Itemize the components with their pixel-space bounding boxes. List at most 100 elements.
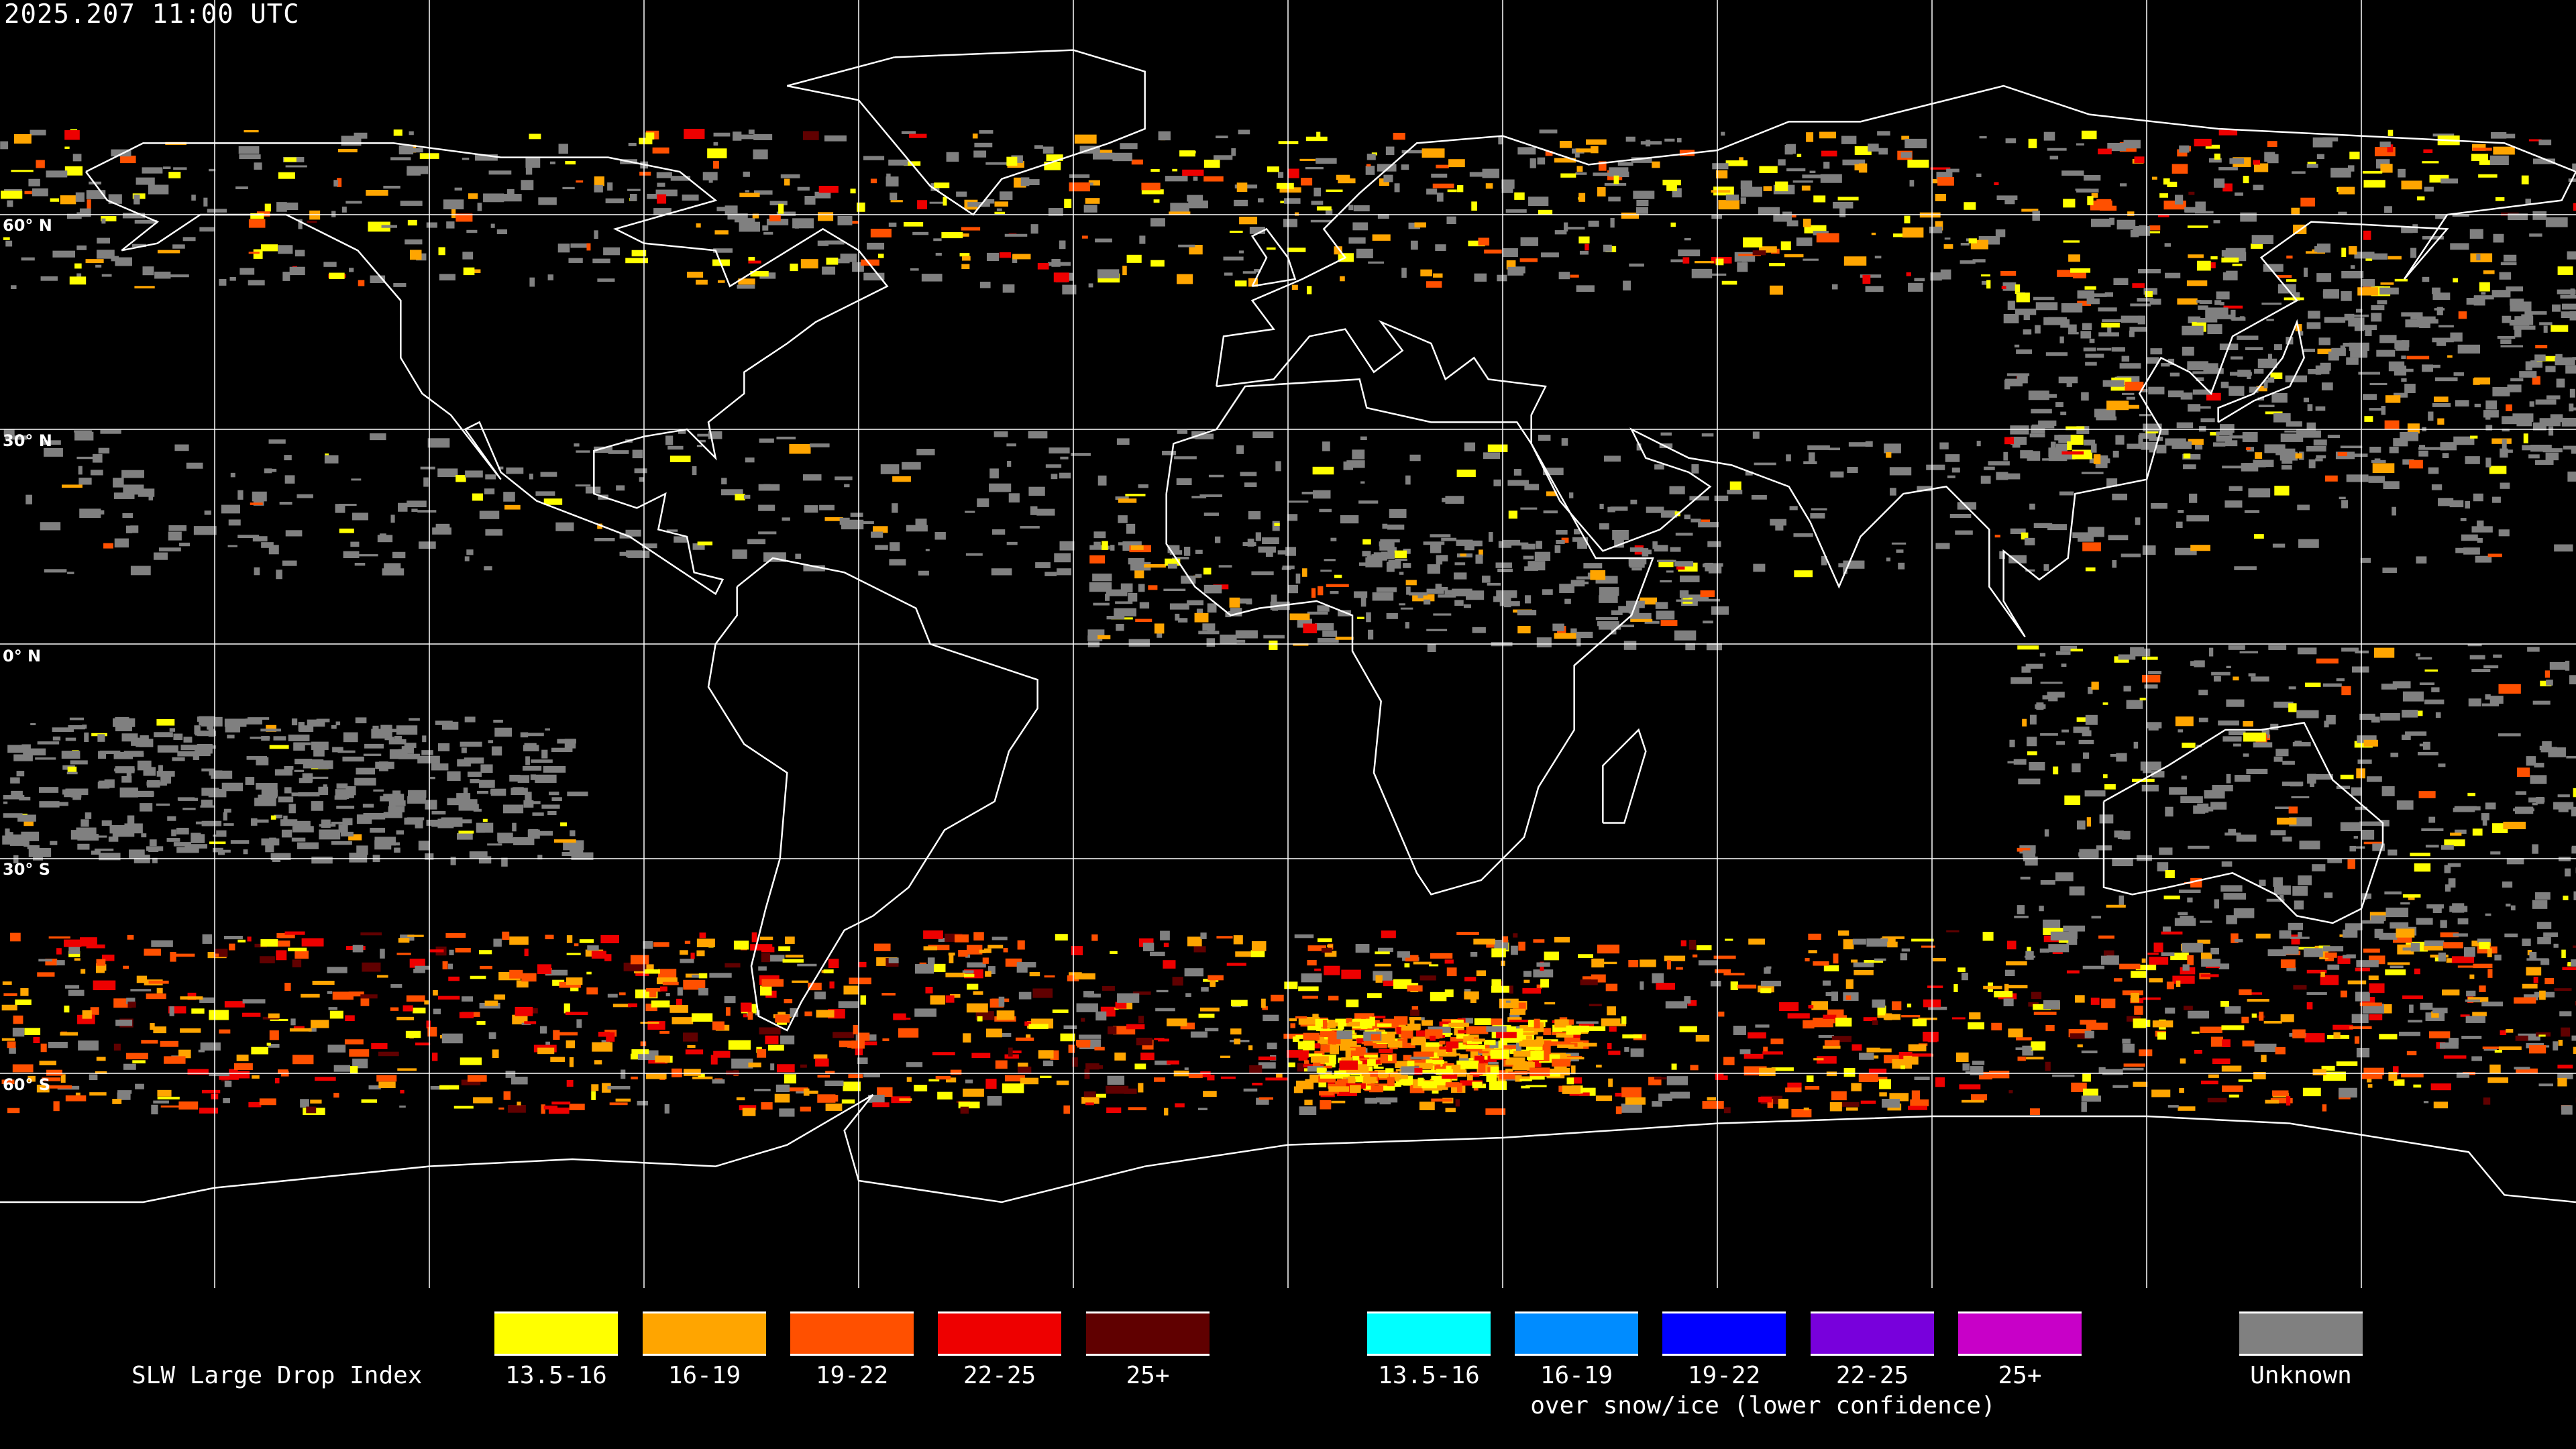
cloud-unknown — [1520, 507, 1538, 510]
cloud-slw — [1525, 1044, 1546, 1051]
cloud-unknown — [1427, 643, 1436, 652]
cloud-unknown — [1395, 558, 1407, 561]
cloud-unknown — [2468, 698, 2481, 707]
cloud-unknown — [758, 966, 767, 971]
cloud-slw — [1582, 976, 1598, 980]
cloud-slw — [1837, 197, 1859, 201]
cloud-unknown — [597, 278, 615, 282]
cloud-slw — [1763, 186, 1772, 191]
cloud-unknown — [974, 142, 993, 148]
cloud-unknown — [2298, 331, 2304, 336]
cloud-unknown — [173, 733, 183, 741]
cloud-slw — [2218, 129, 2238, 136]
cloud-slw — [1341, 969, 1361, 979]
cloud-unknown — [574, 443, 580, 447]
cloud-slw — [2200, 1080, 2218, 1085]
cloud-unknown — [2119, 363, 2141, 369]
cloud-unknown — [491, 746, 502, 756]
cloud-unknown — [2500, 448, 2508, 458]
cloud-slw — [2554, 988, 2572, 991]
cloud-unknown — [1588, 220, 1599, 227]
cloud-unknown — [1778, 159, 1786, 166]
cloud-unknown — [2135, 517, 2141, 525]
cloud-unknown — [237, 535, 260, 539]
cloud-unknown — [2273, 877, 2283, 887]
cloud-slw — [1813, 1058, 1824, 1061]
cloud-unknown — [2020, 450, 2033, 459]
cloud-slw — [361, 1099, 378, 1103]
cloud-slw — [1401, 1030, 1413, 1039]
cloud-slw — [12, 1064, 34, 1073]
cloud-unknown — [912, 231, 929, 235]
cloud-unknown — [2448, 878, 2456, 888]
cloud-slw — [1381, 930, 1396, 938]
cloud-slw — [237, 939, 246, 943]
cloud-unknown — [148, 184, 169, 195]
cloud-slw — [292, 1055, 314, 1065]
cloud-unknown — [549, 161, 555, 164]
cloud-unknown — [432, 527, 451, 535]
cloud-unknown — [91, 850, 101, 855]
cloud-slw — [1303, 1060, 1309, 1064]
cloud-unknown — [1865, 441, 1873, 447]
cloud-unknown — [211, 770, 233, 779]
cloud-slw — [1413, 961, 1432, 965]
cloud-unknown — [2345, 923, 2363, 930]
cloud-slw — [586, 243, 591, 251]
cloud-slw — [1102, 985, 1115, 991]
cloud-unknown — [767, 955, 785, 962]
cloud-slw — [2372, 463, 2395, 474]
cloud-unknown — [795, 553, 802, 559]
cloud-slw — [961, 264, 970, 269]
cloud-slw — [1203, 160, 1220, 168]
cloud-unknown — [396, 725, 418, 735]
cloud-unknown — [2525, 361, 2532, 371]
cloud-unknown — [78, 466, 83, 475]
cloud-unknown — [2453, 436, 2475, 445]
cloud-unknown — [1576, 1021, 1599, 1024]
cloud-unknown — [384, 737, 394, 741]
cloud-slw — [2474, 377, 2491, 385]
cloud-slw — [378, 1051, 399, 1057]
cloud-unknown — [2130, 303, 2151, 307]
cloud-slw — [2442, 989, 2460, 996]
cloud-slw — [2284, 297, 2304, 301]
cloud-slw — [229, 1071, 250, 1079]
cloud-slw — [1154, 623, 1165, 634]
cloud-unknown — [209, 168, 216, 172]
cloud-unknown — [96, 250, 115, 259]
cloud-unknown — [1002, 284, 1015, 293]
cloud-slw — [543, 1106, 558, 1110]
cloud-slw — [1608, 1051, 1621, 1055]
cloud-slw — [2414, 968, 2420, 975]
cloud-unknown — [2394, 340, 2405, 349]
cloud-slw — [982, 957, 989, 964]
cloud-slw — [2026, 1057, 2044, 1060]
cloud-unknown — [2116, 219, 2136, 230]
cloud-slw — [2443, 1055, 2467, 1059]
cloud-unknown — [1597, 621, 1619, 627]
cloud-unknown — [2438, 325, 2454, 328]
cloud-unknown — [2539, 322, 2553, 325]
cloud-slw — [1106, 1107, 1122, 1114]
cloud-unknown — [1352, 449, 1365, 460]
cloud-unknown — [2240, 212, 2257, 222]
cloud-slw — [156, 987, 163, 994]
cloud-slw — [964, 973, 975, 977]
cloud-unknown — [1185, 993, 1191, 998]
cloud-unknown — [2460, 518, 2467, 521]
cloud-slw — [2557, 1077, 2567, 1087]
cloud-unknown — [2507, 384, 2522, 392]
cloud-unknown — [2500, 345, 2524, 347]
cloud-slw — [1748, 938, 1765, 945]
cloud-unknown — [938, 938, 950, 943]
cloud-unknown — [2073, 727, 2090, 733]
cloud-unknown — [349, 853, 368, 863]
cloud-slw — [270, 1018, 288, 1021]
cloud-slw — [2220, 1001, 2229, 1007]
cloud-unknown — [252, 536, 268, 542]
cloud-unknown — [1454, 600, 1464, 606]
cloud-slw — [1236, 182, 1248, 193]
cloud-unknown — [114, 538, 129, 548]
cloud-unknown — [2063, 925, 2085, 932]
